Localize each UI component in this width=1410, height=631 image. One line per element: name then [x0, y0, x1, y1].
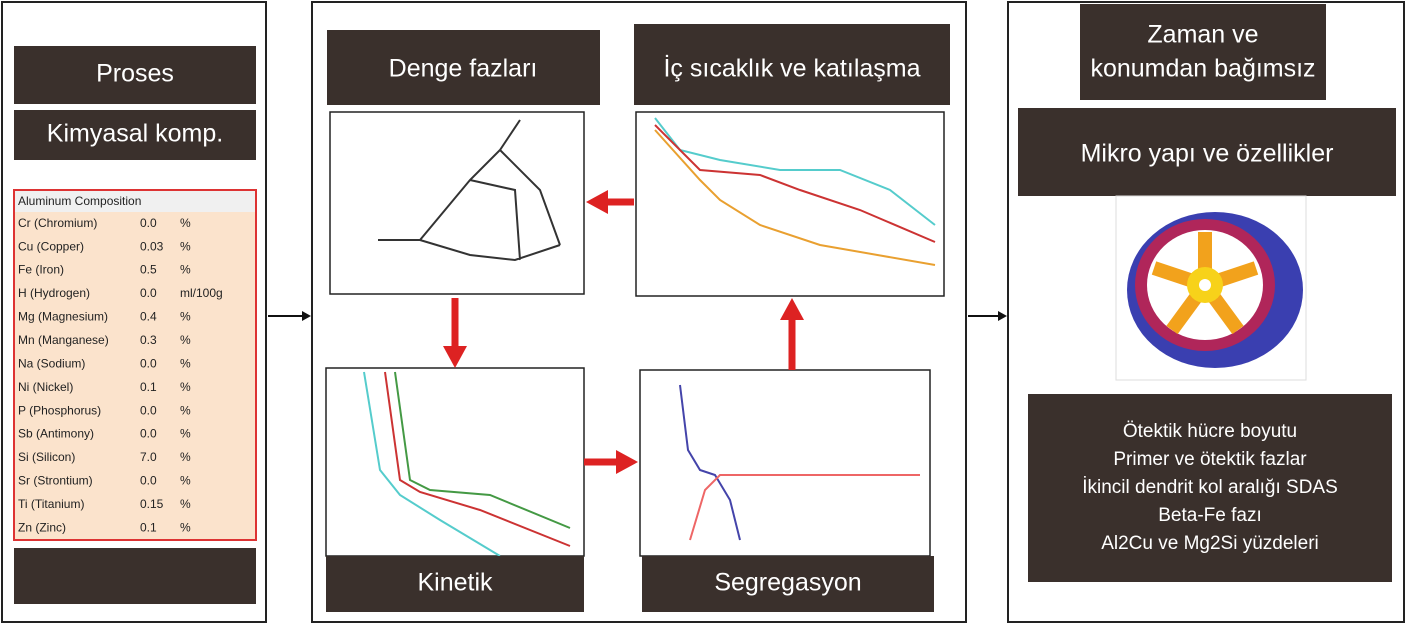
- table-cell: %: [180, 497, 191, 511]
- table-cell: %: [180, 239, 191, 253]
- table-cell: 0.0: [140, 403, 157, 417]
- table-cell: Na (Sodium): [18, 356, 85, 370]
- hub: [1199, 279, 1211, 291]
- table-cell: 7.0: [140, 450, 157, 464]
- table-cell: 0.15: [140, 497, 164, 511]
- table-cell: Sr (Strontium): [18, 474, 93, 488]
- table-cell: %: [180, 333, 191, 347]
- table-cell: P (Phosphorus): [18, 403, 101, 417]
- arrow-head: [443, 346, 467, 368]
- box: [1080, 4, 1326, 100]
- table-cell: Cr (Chromium): [18, 216, 97, 230]
- table-cell: 0.0: [140, 286, 157, 300]
- table-cell: 0.03: [140, 239, 164, 253]
- property: Beta-Fe fazı: [1158, 505, 1262, 526]
- table-cell: %: [180, 427, 191, 441]
- property: İkincil dendrit kol aralığı SDAS: [1082, 477, 1338, 498]
- title-line: Zaman ve: [1147, 21, 1258, 49]
- property: Al2Cu ve Mg2Si yüzdeleri: [1101, 533, 1319, 554]
- table-cell: %: [180, 474, 191, 488]
- table-cell: 0.1: [140, 520, 157, 534]
- table-cell: %: [180, 263, 191, 277]
- table-cell: 0.0: [140, 356, 157, 370]
- table-cell: Ni (Nickel): [18, 380, 73, 394]
- table-cell: Sb (Antimony): [18, 427, 94, 441]
- property: Ötektik hücre boyutu: [1123, 421, 1297, 442]
- table-cell: 0.3: [140, 333, 157, 347]
- table-cell: Ti (Titanium): [18, 497, 84, 511]
- arrow-head: [616, 450, 638, 474]
- title-line: konumdan bağımsız: [1090, 55, 1315, 83]
- table-cell: 0.4: [140, 310, 157, 324]
- arrow-head: [586, 190, 608, 214]
- title: Proses: [96, 60, 174, 88]
- table-cell: Cu (Copper): [18, 239, 84, 253]
- table-cell: 0.0: [140, 427, 157, 441]
- diagram: Proses Kimyasal komp. Aluminum Compositi…: [0, 0, 1410, 626]
- property: Primer ve ötektik fazlar: [1113, 449, 1307, 470]
- table-cell: 0.0: [140, 474, 157, 488]
- table-cell: Fe (Iron): [18, 263, 64, 277]
- kinetics-thumb: [326, 368, 584, 556]
- label: İç sıcaklık ve katılaşma: [663, 54, 920, 83]
- table-cell: H (Hydrogen): [18, 286, 90, 300]
- table-cell: Mn (Manganese): [18, 333, 109, 347]
- arrow-head: [780, 298, 804, 320]
- label: Segregasyon: [714, 569, 861, 597]
- table-cell: %: [180, 310, 191, 324]
- temperature-thumb: [636, 112, 944, 296]
- arrow-head: [302, 311, 311, 321]
- table-cell: %: [180, 380, 191, 394]
- label: Denge fazları: [389, 55, 538, 83]
- arrow-head: [998, 311, 1007, 321]
- table-cell: %: [180, 356, 191, 370]
- table-cell: 0.1: [140, 380, 157, 394]
- table-cell: %: [180, 403, 191, 417]
- table-cell: Mg (Magnesium): [18, 310, 108, 324]
- subtitle: Kimyasal komp.: [47, 120, 223, 148]
- table-cell: %: [180, 216, 191, 230]
- segregation-thumb: [640, 370, 930, 556]
- table-cell: 0.5: [140, 263, 157, 277]
- table-cell: 0.0: [140, 216, 157, 230]
- box: [14, 548, 256, 604]
- table-cell: Si (Silicon): [18, 450, 75, 464]
- table-cell: ml/100g: [180, 286, 223, 300]
- subtitle: Mikro yapı ve özellikler: [1081, 140, 1334, 168]
- phase-diagram-thumb: [330, 112, 584, 294]
- table-header-text: Aluminum Composition: [18, 194, 141, 208]
- label: Kinetik: [417, 569, 493, 597]
- table-cell: %: [180, 520, 191, 534]
- table-cell: Zn (Zinc): [18, 520, 66, 534]
- table-cell: %: [180, 450, 191, 464]
